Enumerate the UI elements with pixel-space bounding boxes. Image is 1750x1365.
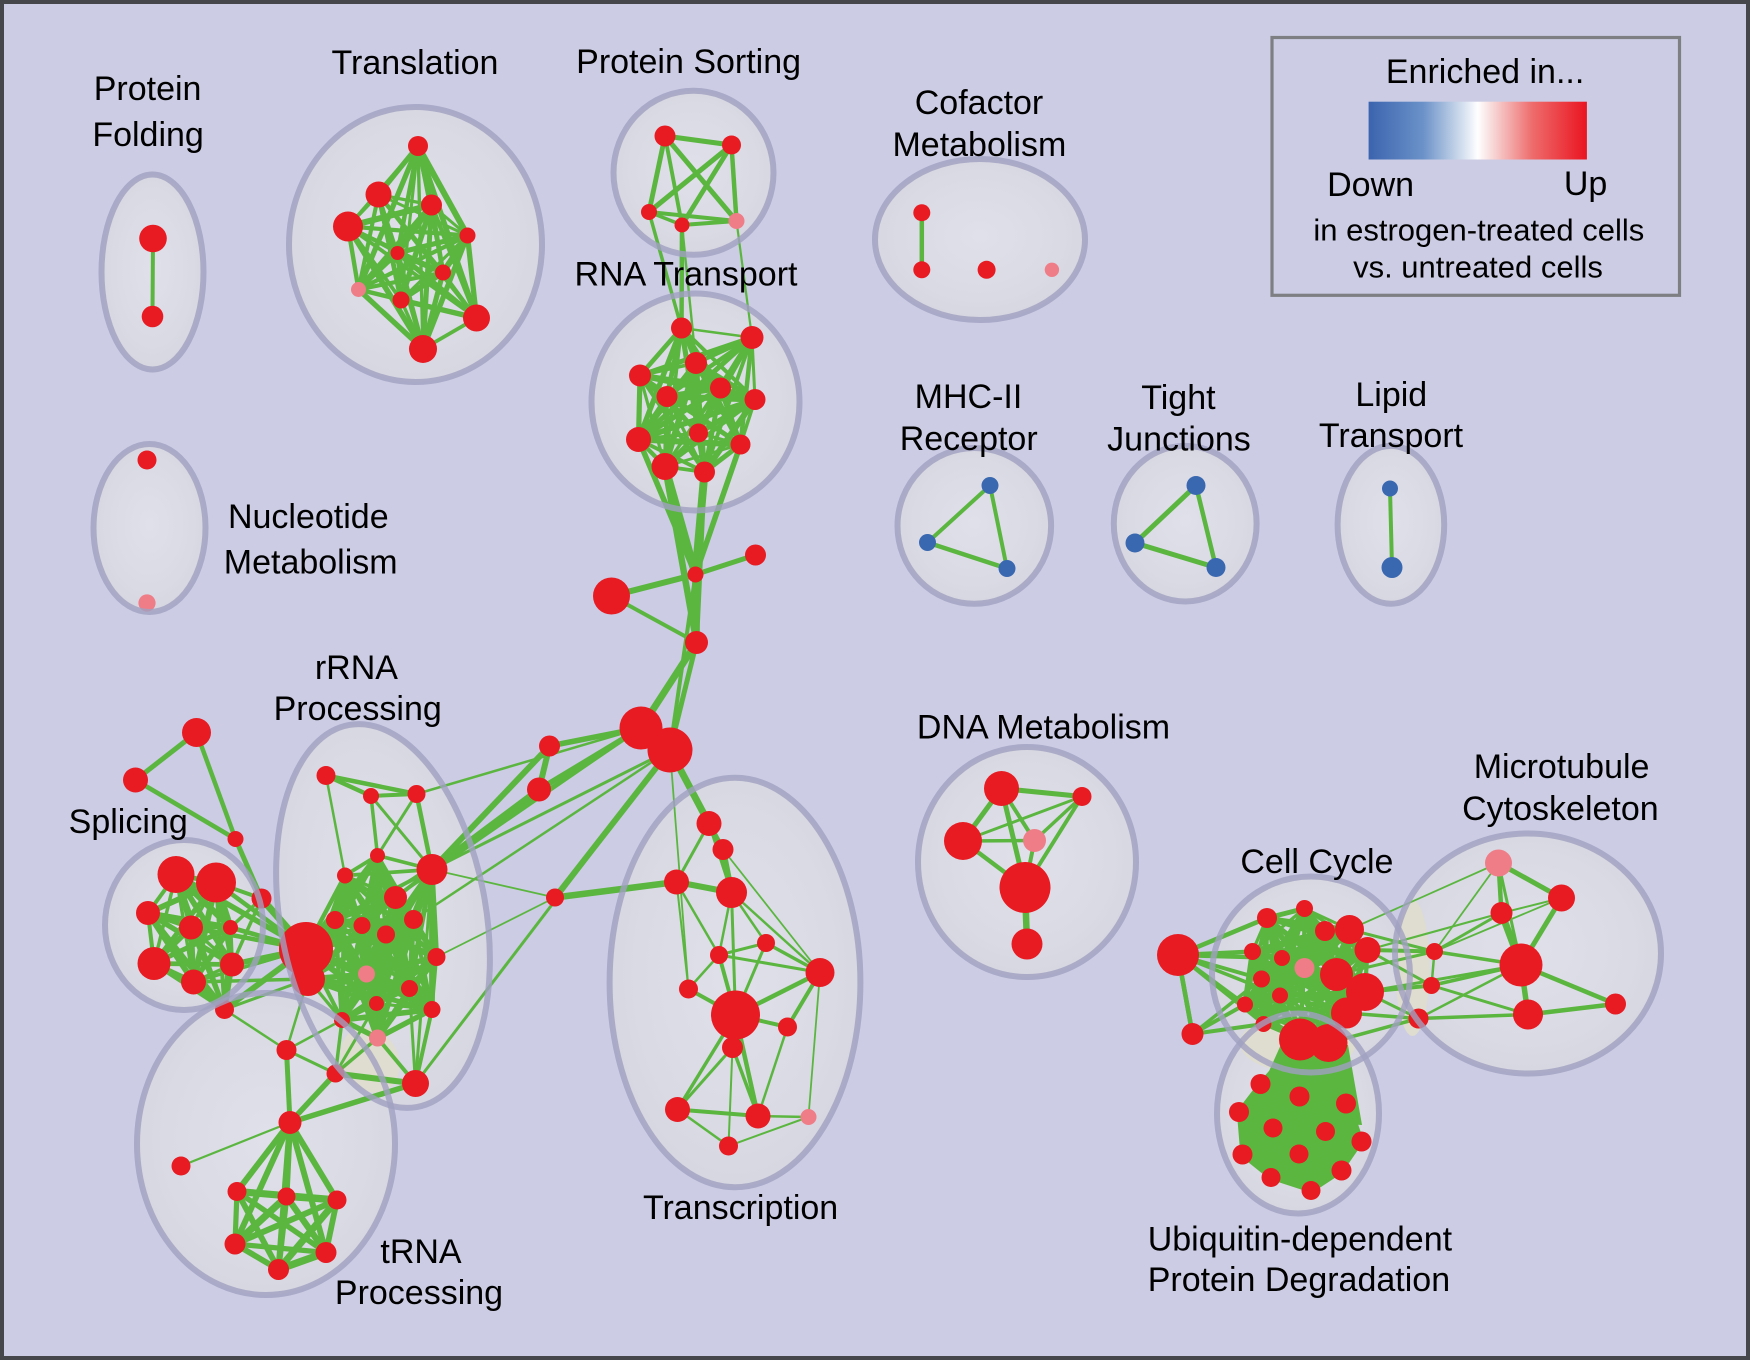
svg-text:Protein Sorting: Protein Sorting <box>576 43 801 81</box>
svg-text:Enriched in...: Enriched in... <box>1386 53 1584 91</box>
svg-text:Folding: Folding <box>92 116 204 154</box>
svg-text:Receptor: Receptor <box>900 420 1038 458</box>
svg-text:Metabolism: Metabolism <box>224 544 398 582</box>
svg-text:Junctions: Junctions <box>1107 421 1251 459</box>
svg-text:in estrogen-treated cells: in estrogen-treated cells <box>1313 213 1644 248</box>
svg-text:Translation: Translation <box>332 44 499 82</box>
svg-text:Transcription: Transcription <box>643 1189 838 1227</box>
svg-text:Cytoskeleton: Cytoskeleton <box>1462 790 1659 828</box>
svg-text:Microtubule: Microtubule <box>1474 748 1650 786</box>
svg-text:Processing: Processing <box>274 690 442 728</box>
svg-text:Protein Degradation: Protein Degradation <box>1148 1261 1450 1299</box>
svg-text:rRNA: rRNA <box>315 649 398 687</box>
svg-text:vs. untreated cells: vs. untreated cells <box>1353 250 1603 285</box>
svg-text:Transport: Transport <box>1319 417 1464 455</box>
svg-text:Up: Up <box>1564 165 1607 203</box>
svg-text:Protein: Protein <box>94 70 202 108</box>
svg-text:DNA Metabolism: DNA Metabolism <box>917 709 1170 747</box>
svg-text:Splicing: Splicing <box>69 803 188 841</box>
svg-text:Nucleotide: Nucleotide <box>228 498 389 536</box>
svg-text:Cofactor: Cofactor <box>915 84 1044 122</box>
svg-text:tRNA: tRNA <box>380 1233 462 1271</box>
svg-text:Metabolism: Metabolism <box>892 126 1066 164</box>
svg-text:Down: Down <box>1327 166 1414 204</box>
svg-text:Lipid: Lipid <box>1355 376 1427 414</box>
svg-text:Processing: Processing <box>335 1274 503 1312</box>
svg-text:RNA Transport: RNA Transport <box>575 256 799 294</box>
svg-text:Ubiquitin-dependent: Ubiquitin-dependent <box>1148 1221 1453 1259</box>
svg-text:Tight: Tight <box>1141 379 1216 417</box>
svg-text:MHC-II: MHC-II <box>915 378 1023 416</box>
svg-text:Cell Cycle: Cell Cycle <box>1240 843 1393 881</box>
